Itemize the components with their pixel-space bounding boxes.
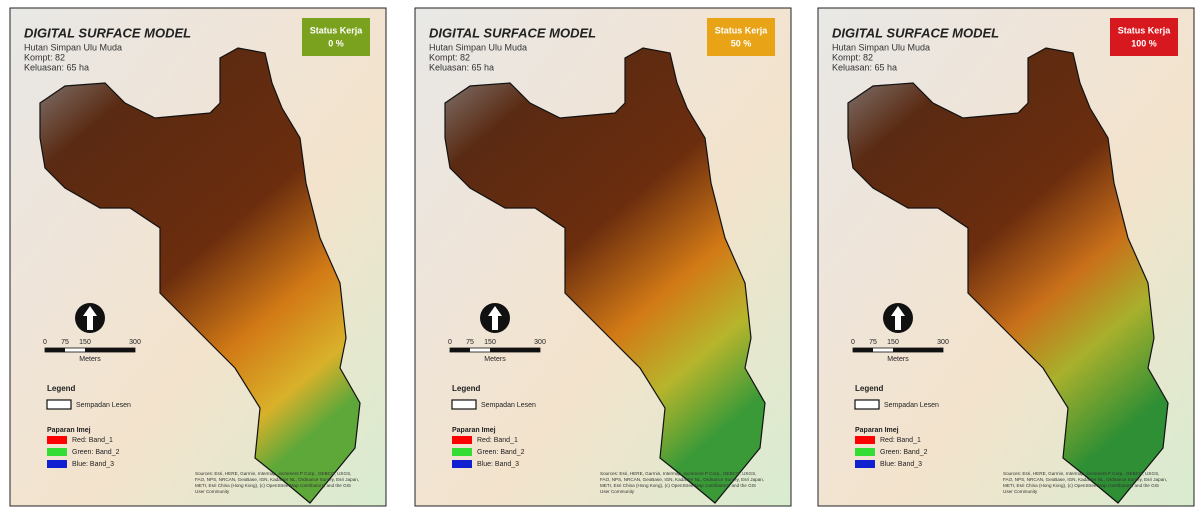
- sources-text: Sources: Esri, HERE, Garmin, Intermap, i…: [600, 471, 756, 476]
- scale-label: 300: [129, 339, 141, 346]
- sources-text: METI, Esri China (Hong Kong), (c) OpenSt…: [195, 483, 351, 488]
- legend-boundary-swatch: [451, 399, 477, 410]
- sources-text: METI, Esri China (Hong Kong), (c) OpenSt…: [1003, 483, 1159, 488]
- map-subtitle: Keluasan: 65 ha: [24, 62, 89, 72]
- band-label: Green: Band_2: [880, 449, 928, 456]
- map-subtitle: Kompt: 82: [832, 52, 873, 62]
- band-label: Green: Band_2: [477, 449, 525, 456]
- scale-bar-seg: [450, 348, 470, 352]
- sources-text: FAO, NPS, NRCAN, GeoBase, IGN, Kadaster …: [600, 477, 764, 482]
- status-label: Status Kerja: [1118, 25, 1172, 35]
- legend-title: Legend: [855, 384, 884, 393]
- legend-image-title: Paparan Imej: [47, 427, 91, 434]
- status-label: Status Kerja: [715, 25, 769, 35]
- status-box: [1110, 18, 1178, 56]
- north-arrow-head: [891, 306, 905, 330]
- legend-boundary: Sempadan Lesen: [884, 402, 939, 409]
- status-value: 50 %: [731, 38, 752, 48]
- scale-label: 75: [61, 339, 69, 346]
- map-subtitle: Kompt: 82: [429, 52, 470, 62]
- map-subtitle: Keluasan: 65 ha: [429, 62, 494, 72]
- sources-text: Sources: Esri, HERE, Garmin, Intermap, i…: [195, 471, 351, 476]
- band-swatch: [855, 436, 875, 444]
- band-swatch: [47, 448, 67, 456]
- map-title: DIGITAL SURFACE MODEL: [429, 25, 596, 40]
- scale-bar-seg: [490, 348, 540, 352]
- scale-label: 0: [448, 339, 452, 346]
- north-arrow-head: [83, 306, 97, 330]
- scale-label: 150: [887, 339, 899, 346]
- band-swatch: [452, 460, 472, 468]
- legend-title: Legend: [47, 384, 76, 393]
- sources-text: METI, Esri China (Hong Kong), (c) OpenSt…: [600, 483, 756, 488]
- legend-boundary: Sempadan Lesen: [481, 402, 536, 409]
- map-subtitle: Kompt: 82: [24, 52, 65, 62]
- band-label: Blue: Band_3: [880, 461, 922, 468]
- legend-boundary: Sempadan Lesen: [76, 402, 131, 409]
- north-arrow-head: [488, 306, 502, 330]
- scale-bar-seg: [853, 348, 873, 352]
- scale-unit: Meters: [887, 356, 909, 363]
- scale-label: 0: [851, 339, 855, 346]
- scale-unit: Meters: [79, 356, 101, 363]
- band-swatch: [47, 460, 67, 468]
- scale-label: 0: [43, 339, 47, 346]
- map-subtitle: Hutan Simpan Ulu Muda: [832, 42, 930, 52]
- map-subtitle: Keluasan: 65 ha: [832, 62, 897, 72]
- dsm-area: [39, 47, 361, 504]
- scale-label: 75: [869, 339, 877, 346]
- dsm-area: [444, 47, 766, 504]
- map-title: DIGITAL SURFACE MODEL: [832, 25, 999, 40]
- band-swatch: [855, 448, 875, 456]
- band-label: Red: Band_1: [72, 437, 113, 444]
- status-value: 0 %: [328, 38, 344, 48]
- band-label: Green: Band_2: [72, 449, 120, 456]
- band-label: Blue: Band_3: [72, 461, 114, 468]
- band-swatch: [452, 448, 472, 456]
- sources-text: User Community: [1003, 489, 1038, 494]
- sources-text: FAO, NPS, NRCAN, GeoBase, IGN, Kadaster …: [195, 477, 359, 482]
- map-panel: DIGITAL SURFACE MODEL Hutan Simpan Ulu Mu…: [414, 7, 792, 507]
- map-panel: DIGITAL SURFACE MODEL Hutan Simpan Ulu Mu…: [9, 7, 387, 507]
- scale-unit: Meters: [484, 356, 506, 363]
- map-panel: DIGITAL SURFACE MODEL Hutan Simpan Ulu Mu…: [817, 7, 1195, 507]
- sources-text: User Community: [195, 489, 230, 494]
- band-label: Red: Band_1: [880, 437, 921, 444]
- sources-text: FAO, NPS, NRCAN, GeoBase, IGN, Kadaster …: [1003, 477, 1167, 482]
- scale-label: 75: [466, 339, 474, 346]
- band-swatch: [47, 436, 67, 444]
- legend-boundary-swatch: [854, 399, 880, 410]
- scale-bar-seg: [893, 348, 943, 352]
- legend-boundary-swatch: [46, 399, 72, 410]
- sources-text: Sources: Esri, HERE, Garmin, Intermap, i…: [1003, 471, 1159, 476]
- status-box: [302, 18, 370, 56]
- map-subtitle: Hutan Simpan Ulu Muda: [429, 42, 527, 52]
- scale-label: 300: [937, 339, 949, 346]
- sources-text: User Community: [600, 489, 635, 494]
- scale-bar-seg: [85, 348, 135, 352]
- map-subtitle: Hutan Simpan Ulu Muda: [24, 42, 122, 52]
- scale-bar-seg: [45, 348, 65, 352]
- scale-label: 150: [484, 339, 496, 346]
- band-swatch: [452, 436, 472, 444]
- legend-image-title: Paparan Imej: [452, 427, 496, 434]
- map-title: DIGITAL SURFACE MODEL: [24, 25, 191, 40]
- band-swatch: [855, 460, 875, 468]
- scale-label: 300: [534, 339, 546, 346]
- scale-label: 150: [79, 339, 91, 346]
- status-value: 100 %: [1131, 38, 1157, 48]
- dsm-area: [847, 47, 1169, 504]
- band-label: Blue: Band_3: [477, 461, 519, 468]
- status-label: Status Kerja: [310, 25, 364, 35]
- legend-image-title: Paparan Imej: [855, 427, 899, 434]
- band-label: Red: Band_1: [477, 437, 518, 444]
- legend-title: Legend: [452, 384, 481, 393]
- status-box: [707, 18, 775, 56]
